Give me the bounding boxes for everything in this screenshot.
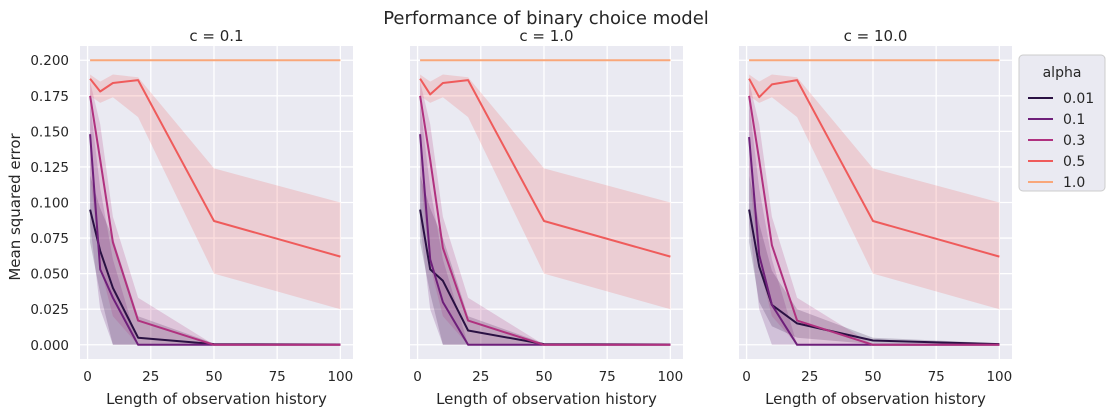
x-tick-label: 25 [142,369,159,385]
x-tick-label: 0 [413,369,422,385]
legend-label: 0.1 [1063,112,1085,128]
x-axis-label: Length of observation history [765,390,986,408]
panel-title: c = 10.0 [844,27,908,45]
confidence-band-alpha-0.01 [90,175,341,345]
series-line-alpha-0.3 [89,95,341,346]
series-group [419,59,671,346]
x-tick-label: 0 [83,369,92,385]
x-tick-label: 0 [742,369,751,385]
confidence-band-alpha-0.1 [420,102,671,345]
x-axis-label: Length of observation history [436,390,657,408]
x-axis-label: Length of observation history [106,390,327,408]
x-tick-label: 25 [801,369,818,385]
series-line-alpha-0.5 [419,78,671,258]
confidence-band-alpha-0.01 [420,175,671,345]
confidence-band-alpha-0.5 [749,74,1000,310]
panel-title: c = 1.0 [519,27,573,45]
legend-box [1018,54,1106,192]
panel-3: 0 25 50 75 100 c = 10.0 Length of observation … [739,27,1012,408]
panels: 0.000 0.025 0.050 0.075 0.100 0.125 0.150 0.175… [30,27,1012,408]
y-tick-label: 0.100 [30,196,69,212]
x-tick-label: 50 [535,369,552,385]
x-tick-label: 75 [928,369,945,385]
legend-label: 0.01 [1063,91,1094,107]
series-line-alpha-0.01 [748,209,1000,346]
y-tick-label: 0.000 [30,338,69,354]
y-tick-label: 0.200 [30,53,69,69]
confidence-band-alpha-0.1 [90,102,341,345]
panel-2: 0 25 50 75 100 c = 1.0 Length of observation h… [410,27,683,408]
confidence-band-alpha-0.3 [749,81,1000,345]
confidence-band-alpha-0.5 [90,74,341,310]
series-line-alpha-0.5 [748,78,1000,258]
confidence-band-alpha-0.5 [420,74,671,310]
x-tick-label: 100 [657,369,683,385]
y-tick-label: 0.125 [30,160,69,176]
x-tick-label: 50 [864,369,881,385]
x-tick-label: 25 [472,369,489,385]
x-tick-label: 50 [205,369,222,385]
legend-title: alpha [1043,65,1082,81]
legend-label: 0.3 [1063,133,1085,149]
series-group [748,59,1000,346]
x-tick-label: 75 [599,369,616,385]
x-tick-label: 75 [269,369,286,385]
y-tick-label: 0.075 [30,231,69,247]
y-tick-label: 0.175 [30,89,69,105]
legend: alpha 0.01 0.1 0.3 0.5 1.0 [1018,54,1106,192]
y-axis-label: Mean squared error [6,132,24,280]
legend-label: 0.5 [1063,154,1085,170]
confidence-band-alpha-0.3 [90,81,341,345]
figure-title: Performance of binary choice model [383,8,709,29]
series-line-alpha-0.3 [419,95,671,346]
series-line-alpha-0.5 [89,78,341,258]
series-group [89,59,341,346]
y-tick-label: 0.150 [30,124,69,140]
panel-1: 0.000 0.025 0.050 0.075 0.100 0.125 0.150 0.175… [30,27,353,408]
legend-label: 1.0 [1063,175,1085,191]
confidence-band-alpha-0.3 [420,81,671,345]
y-tick-label: 0.025 [30,302,69,318]
x-tick-label: 100 [327,369,353,385]
y-tick-label: 0.050 [30,267,69,283]
panel-title: c = 0.1 [189,27,243,45]
x-tick-label: 100 [986,369,1012,385]
series-line-alpha-0.3 [748,95,1000,346]
confidence-band-alpha-0.1 [749,102,1000,345]
